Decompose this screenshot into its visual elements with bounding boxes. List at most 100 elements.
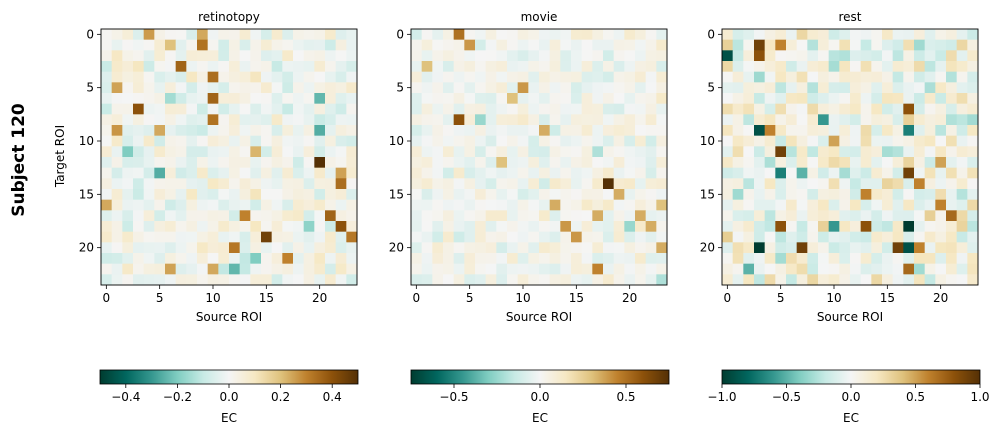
heatmap-cell-r14-c19 bbox=[924, 178, 936, 190]
heatmap-cell-r23-c7 bbox=[175, 274, 187, 286]
heatmap-cell-r11-c21 bbox=[946, 146, 958, 158]
heatmap-cell-r14-c3 bbox=[443, 178, 455, 190]
heatmap-cell-r0-c9 bbox=[507, 29, 519, 41]
heatmap-cell-r23-c7 bbox=[796, 274, 808, 286]
heatmap-cell-r3-c6 bbox=[475, 61, 487, 73]
heatmap-cell-r1-c1 bbox=[732, 39, 744, 51]
heatmap-cell-r6-c14 bbox=[871, 93, 883, 105]
heatmap-cell-r13-c2 bbox=[432, 167, 444, 179]
heatmap-cell-r5-c20 bbox=[624, 82, 636, 94]
heatmap-cell-r19-c8 bbox=[496, 231, 508, 243]
heatmap-cell-r2-c3 bbox=[443, 50, 455, 62]
heatmap-cell-r7-c8 bbox=[186, 103, 198, 115]
heatmap-cell-r3-c21 bbox=[635, 61, 647, 73]
heatmap-cell-r5-c3 bbox=[133, 82, 145, 94]
heatmap-cell-r7-c10 bbox=[828, 103, 840, 115]
heatmap-cell-r5-c13 bbox=[860, 82, 872, 94]
heatmap-cell-r16-c15 bbox=[571, 199, 583, 211]
heatmap-cell-r0-c23 bbox=[346, 29, 358, 41]
heatmap-cell-r2-c14 bbox=[560, 50, 572, 62]
heatmap-cell-r19-c10 bbox=[517, 231, 529, 243]
heatmap-cell-r6-c13 bbox=[239, 93, 251, 105]
colorbar-tick-label: −0.5 bbox=[439, 390, 468, 404]
heatmap-cell-r2-c16 bbox=[581, 50, 593, 62]
heatmap-cell-r13-c17 bbox=[903, 167, 915, 179]
heatmap-cell-r12-c22 bbox=[645, 157, 657, 169]
heatmap-cell-r18-c9 bbox=[818, 221, 830, 233]
heatmap-cell-r11-c13 bbox=[239, 146, 251, 158]
heatmap-cell-r19-c13 bbox=[549, 231, 561, 243]
heatmap-cell-r20-c17 bbox=[592, 242, 604, 254]
heatmap-cell-r12-c13 bbox=[239, 157, 251, 169]
heatmap-cell-r5-c12 bbox=[539, 82, 551, 94]
heatmap-cell-r19-c6 bbox=[475, 231, 487, 243]
heatmap-cell-r17-c7 bbox=[796, 210, 808, 222]
heatmap-cell-r18-c1 bbox=[421, 221, 433, 233]
heatmap-cell-r20-c9 bbox=[197, 242, 209, 254]
heatmap-cell-r5-c16 bbox=[581, 82, 593, 94]
heatmap-cell-r10-c10 bbox=[828, 135, 840, 147]
heatmap-cell-r9-c2 bbox=[743, 125, 755, 137]
heatmap-cell-r10-c14 bbox=[871, 135, 883, 147]
heatmap-cell-r20-c6 bbox=[786, 242, 798, 254]
heatmap-cell-r14-c22 bbox=[645, 178, 657, 190]
heatmap-cell-r12-c11 bbox=[839, 157, 851, 169]
heatmap-cell-r17-c10 bbox=[828, 210, 840, 222]
heatmap-cell-r11-c16 bbox=[581, 146, 593, 158]
heatmap-cell-r6-c19 bbox=[613, 93, 625, 105]
heatmap-cell-r8-c20 bbox=[314, 114, 326, 126]
heatmap-cell-r4-c7 bbox=[485, 71, 497, 83]
heatmap-cell-r17-c0 bbox=[722, 210, 734, 222]
heatmap-cell-r22-c4 bbox=[453, 263, 465, 275]
heatmap-cell-r1-c9 bbox=[197, 39, 209, 51]
heatmap-cell-r10-c17 bbox=[903, 135, 915, 147]
heatmap-cell-r14-c0 bbox=[101, 178, 113, 190]
heatmap-cell-r16-c4 bbox=[764, 199, 776, 211]
heatmap-cell-r8-c3 bbox=[133, 114, 145, 126]
heatmap-cell-r19-c14 bbox=[250, 231, 262, 243]
heatmap-cell-r0-c5 bbox=[775, 29, 787, 41]
colorbar-tick-label: 0.0 bbox=[841, 390, 860, 404]
heatmap-cell-r12-c5 bbox=[464, 157, 476, 169]
heatmap-cell-r0-c18 bbox=[293, 29, 305, 41]
heatmap-cell-r21-c10 bbox=[828, 253, 840, 265]
heatmap-cell-r5-c10 bbox=[517, 82, 529, 94]
heatmap-cell-r11-c18 bbox=[914, 146, 926, 158]
heatmap-cell-r2-c0 bbox=[722, 50, 734, 62]
heatmap-cell-r3-c3 bbox=[443, 61, 455, 73]
heatmap-cell-r10-c1 bbox=[732, 135, 744, 147]
heatmap-cell-r1-c19 bbox=[303, 39, 315, 51]
heatmap-cell-r18-c6 bbox=[165, 221, 177, 233]
heatmap-cell-r16-c7 bbox=[485, 199, 497, 211]
heatmap-cell-r22-c18 bbox=[914, 263, 926, 275]
heatmap-cell-r22-c21 bbox=[946, 263, 958, 275]
heatmap-cell-r10-c4 bbox=[143, 135, 155, 147]
heatmap-cell-r11-c1 bbox=[732, 146, 744, 158]
heatmap-cell-r21-c4 bbox=[764, 253, 776, 265]
heatmap-cell-r9-c3 bbox=[443, 125, 455, 137]
heatmap-cell-r20-c18 bbox=[914, 242, 926, 254]
heatmap-cell-r4-c10 bbox=[207, 71, 219, 83]
heatmap-cell-r12-c17 bbox=[282, 157, 294, 169]
heatmap-cell-r16-c23 bbox=[346, 199, 358, 211]
heatmap-cell-r0-c21 bbox=[946, 29, 958, 41]
heatmap-cell-r23-c23 bbox=[346, 274, 358, 286]
heatmap-cell-r2-c4 bbox=[143, 50, 155, 62]
heatmap-cell-r14-c21 bbox=[946, 178, 958, 190]
y-tick-label: 15 bbox=[700, 187, 715, 201]
heatmap-cell-r1-c8 bbox=[496, 39, 508, 51]
heatmap-cell-r4-c19 bbox=[613, 71, 625, 83]
heatmap-cell-r11-c11 bbox=[218, 146, 230, 158]
heatmap-cell-r18-c5 bbox=[775, 221, 787, 233]
heatmap-cell-r19-c10 bbox=[828, 231, 840, 243]
heatmap-cell-r17-c11 bbox=[839, 210, 851, 222]
heatmap-cell-r14-c15 bbox=[571, 178, 583, 190]
heatmap-cell-r3-c15 bbox=[261, 61, 273, 73]
y-tick-label: 5 bbox=[707, 81, 715, 95]
heatmap-cell-r15-c16 bbox=[271, 189, 283, 201]
heatmap-cell-r10-c22 bbox=[645, 135, 657, 147]
heatmap-cell-r1-c10 bbox=[207, 39, 219, 51]
heatmap-cell-r6-c23 bbox=[656, 93, 668, 105]
heatmap-cell-r2-c5 bbox=[154, 50, 166, 62]
heatmap-cell-r0-c10 bbox=[828, 29, 840, 41]
